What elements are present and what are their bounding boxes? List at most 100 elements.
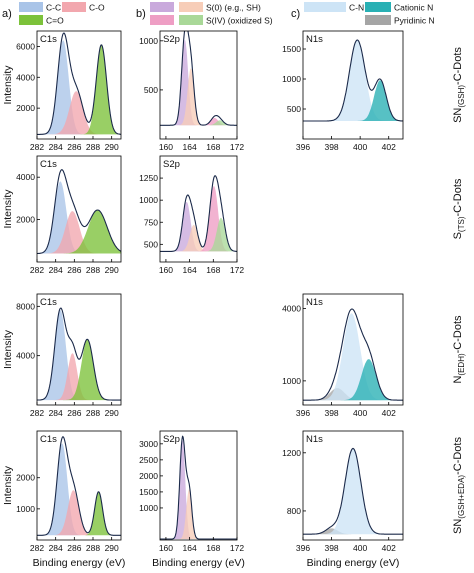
panel-letter: c) xyxy=(291,8,300,20)
row-label-main: SN xyxy=(452,108,464,123)
x-axis-label: Binding energy (eV) xyxy=(307,557,400,569)
row-label-main: S xyxy=(452,232,464,239)
y-tick-label: 4000 xyxy=(282,303,301,313)
panel-title: S2p xyxy=(163,434,180,445)
y-tick-label: 2000 xyxy=(16,215,35,225)
panel-c1s-r3c0: 282 284 286 288 290 1000 2000 C1s xyxy=(16,430,122,553)
row-label-tail: -C-Dots xyxy=(452,178,464,216)
panel-c1s-r0c0: 282 284 286 288 290 2000 4000 6000 C1s xyxy=(16,30,122,152)
panel-title: C1s xyxy=(40,434,57,445)
row-label-sub: (GSH) xyxy=(457,85,466,108)
legend-c-eq-o-swatch xyxy=(19,15,43,25)
y-tick-label: 1500 xyxy=(282,44,301,54)
legend-b: S(0) (e.g., SH) S(IV) (oxidized S) xyxy=(150,2,273,26)
panel-c1s-r1c0: 282 284 286 288 290 2000 4000 C1s xyxy=(16,155,122,275)
plot-area xyxy=(37,436,121,536)
plot-area xyxy=(303,447,403,535)
x-tick-label: 168 xyxy=(206,142,220,152)
peak-c-c xyxy=(37,443,121,536)
plot-area xyxy=(160,435,237,540)
peak-s-0-2p1-2 xyxy=(160,489,237,539)
envelope-line xyxy=(37,307,121,401)
legend-c-c-swatch xyxy=(19,2,43,12)
legend-pyridinic-n-swatch xyxy=(365,15,391,25)
row-label-sub: (EDH) xyxy=(457,353,466,376)
x-tick-label: 164 xyxy=(183,265,197,275)
row-label-tail: -C-Dots xyxy=(452,47,464,85)
x-tick-label: 396 xyxy=(296,142,310,152)
plot-frame xyxy=(302,430,404,541)
plot-frame xyxy=(302,30,404,140)
y-tick-label: 750 xyxy=(144,217,158,227)
plot-area xyxy=(160,31,237,126)
envelope-line xyxy=(37,169,121,255)
row-labels: SN(GSH)-C-DotsS(TS)-C-DotsN(EDH)-C-DotsS… xyxy=(452,47,466,534)
x-tick-label: 398 xyxy=(324,543,338,553)
y-tick-label: 1250 xyxy=(139,173,158,183)
row-label-main: N xyxy=(452,376,464,384)
legend-c-o-swatch xyxy=(62,2,86,12)
x-axis-label: Binding energy (eV) xyxy=(152,557,245,569)
peak-c-o xyxy=(37,45,121,135)
legend-s0-label: S(0) (e.g., SH) xyxy=(206,3,261,13)
row-label: N(EDH)-C-Dots xyxy=(452,315,466,384)
x-tick-label: 290 xyxy=(105,265,119,275)
plot-frame xyxy=(159,30,238,140)
peak-cationic-n xyxy=(303,359,403,401)
plot-area xyxy=(160,175,237,252)
legend-c-c-label: C-C xyxy=(46,3,61,13)
x-tick-label: 172 xyxy=(230,265,244,275)
x-tick-label: 284 xyxy=(49,408,63,418)
y-tick-label: 500 xyxy=(144,239,158,249)
y-tick-label: 500 xyxy=(287,104,301,114)
x-tick-label: 282 xyxy=(30,265,44,275)
plot-area xyxy=(37,307,121,401)
y-axis-label: Intensity xyxy=(2,65,14,105)
x-tick-label: 290 xyxy=(105,142,119,152)
panel-s2p-r1c1: 160 164 168 172 500 750 1000 1250 S2p xyxy=(139,155,244,275)
panel-letter: b) xyxy=(136,8,146,20)
panel-title: C1s xyxy=(40,34,57,45)
x-tick-label: 284 xyxy=(49,543,63,553)
row-label-sub: (GSH+EDA) xyxy=(457,475,466,519)
peak-c-o xyxy=(37,339,121,401)
row-label: SN(GSH)-C-Dots xyxy=(452,47,466,123)
x-tick-label: 290 xyxy=(105,408,119,418)
peak-c-c xyxy=(37,181,121,254)
peak-s-0-2p3-2 xyxy=(160,439,237,539)
x-tick-label: 402 xyxy=(382,142,396,152)
x-tick-label: 396 xyxy=(296,408,310,418)
x-tick-label: 172 xyxy=(230,142,244,152)
legend-c-n-swatch xyxy=(304,2,346,12)
legend-a: C-C C-O C=O xyxy=(19,2,105,26)
peak-c-n xyxy=(303,313,403,401)
peak-c-o xyxy=(37,491,121,536)
x-tick-label: 400 xyxy=(353,142,367,152)
figure-header: a) b) c) C-C C-O C=O S(0) (e.g., SH) S(IV) (oxi… xyxy=(2,2,435,26)
y-tick-label: 3000 xyxy=(139,439,158,449)
x-tick-label: 288 xyxy=(86,142,100,152)
plot-frame xyxy=(159,155,238,263)
envelope-line xyxy=(37,436,121,536)
legend-siv-swatch xyxy=(179,15,203,25)
panel-c1s-r2c0: 282 284 286 288 290 4000 8000 C1s xyxy=(16,293,122,418)
peak-s-0-2p1-2 xyxy=(160,68,237,126)
row-label-tail: -C-Dots xyxy=(452,437,464,475)
legend-cationic-n-label: Cationic N xyxy=(394,3,433,13)
row-label-main: SN xyxy=(452,519,464,534)
peak-c-n xyxy=(303,448,403,535)
plot-frame xyxy=(36,155,122,263)
y-tick-label: 2000 xyxy=(16,103,35,113)
row-label-sub: (TS) xyxy=(457,216,466,232)
y-axis-label: Intensity xyxy=(2,189,14,229)
row-label-tail: -C-Dots xyxy=(452,315,464,353)
y-tick-label: 1000 xyxy=(139,36,158,46)
x-axis-label: Binding energy (eV) xyxy=(33,557,126,569)
y-tick-label: 1000 xyxy=(282,74,301,84)
legend-c: C-N Cationic N Pyridinic N xyxy=(304,2,435,26)
x-tick-label: 160 xyxy=(159,142,173,152)
y-tick-label: 1000 xyxy=(16,504,35,514)
peak-c-o xyxy=(37,91,121,135)
